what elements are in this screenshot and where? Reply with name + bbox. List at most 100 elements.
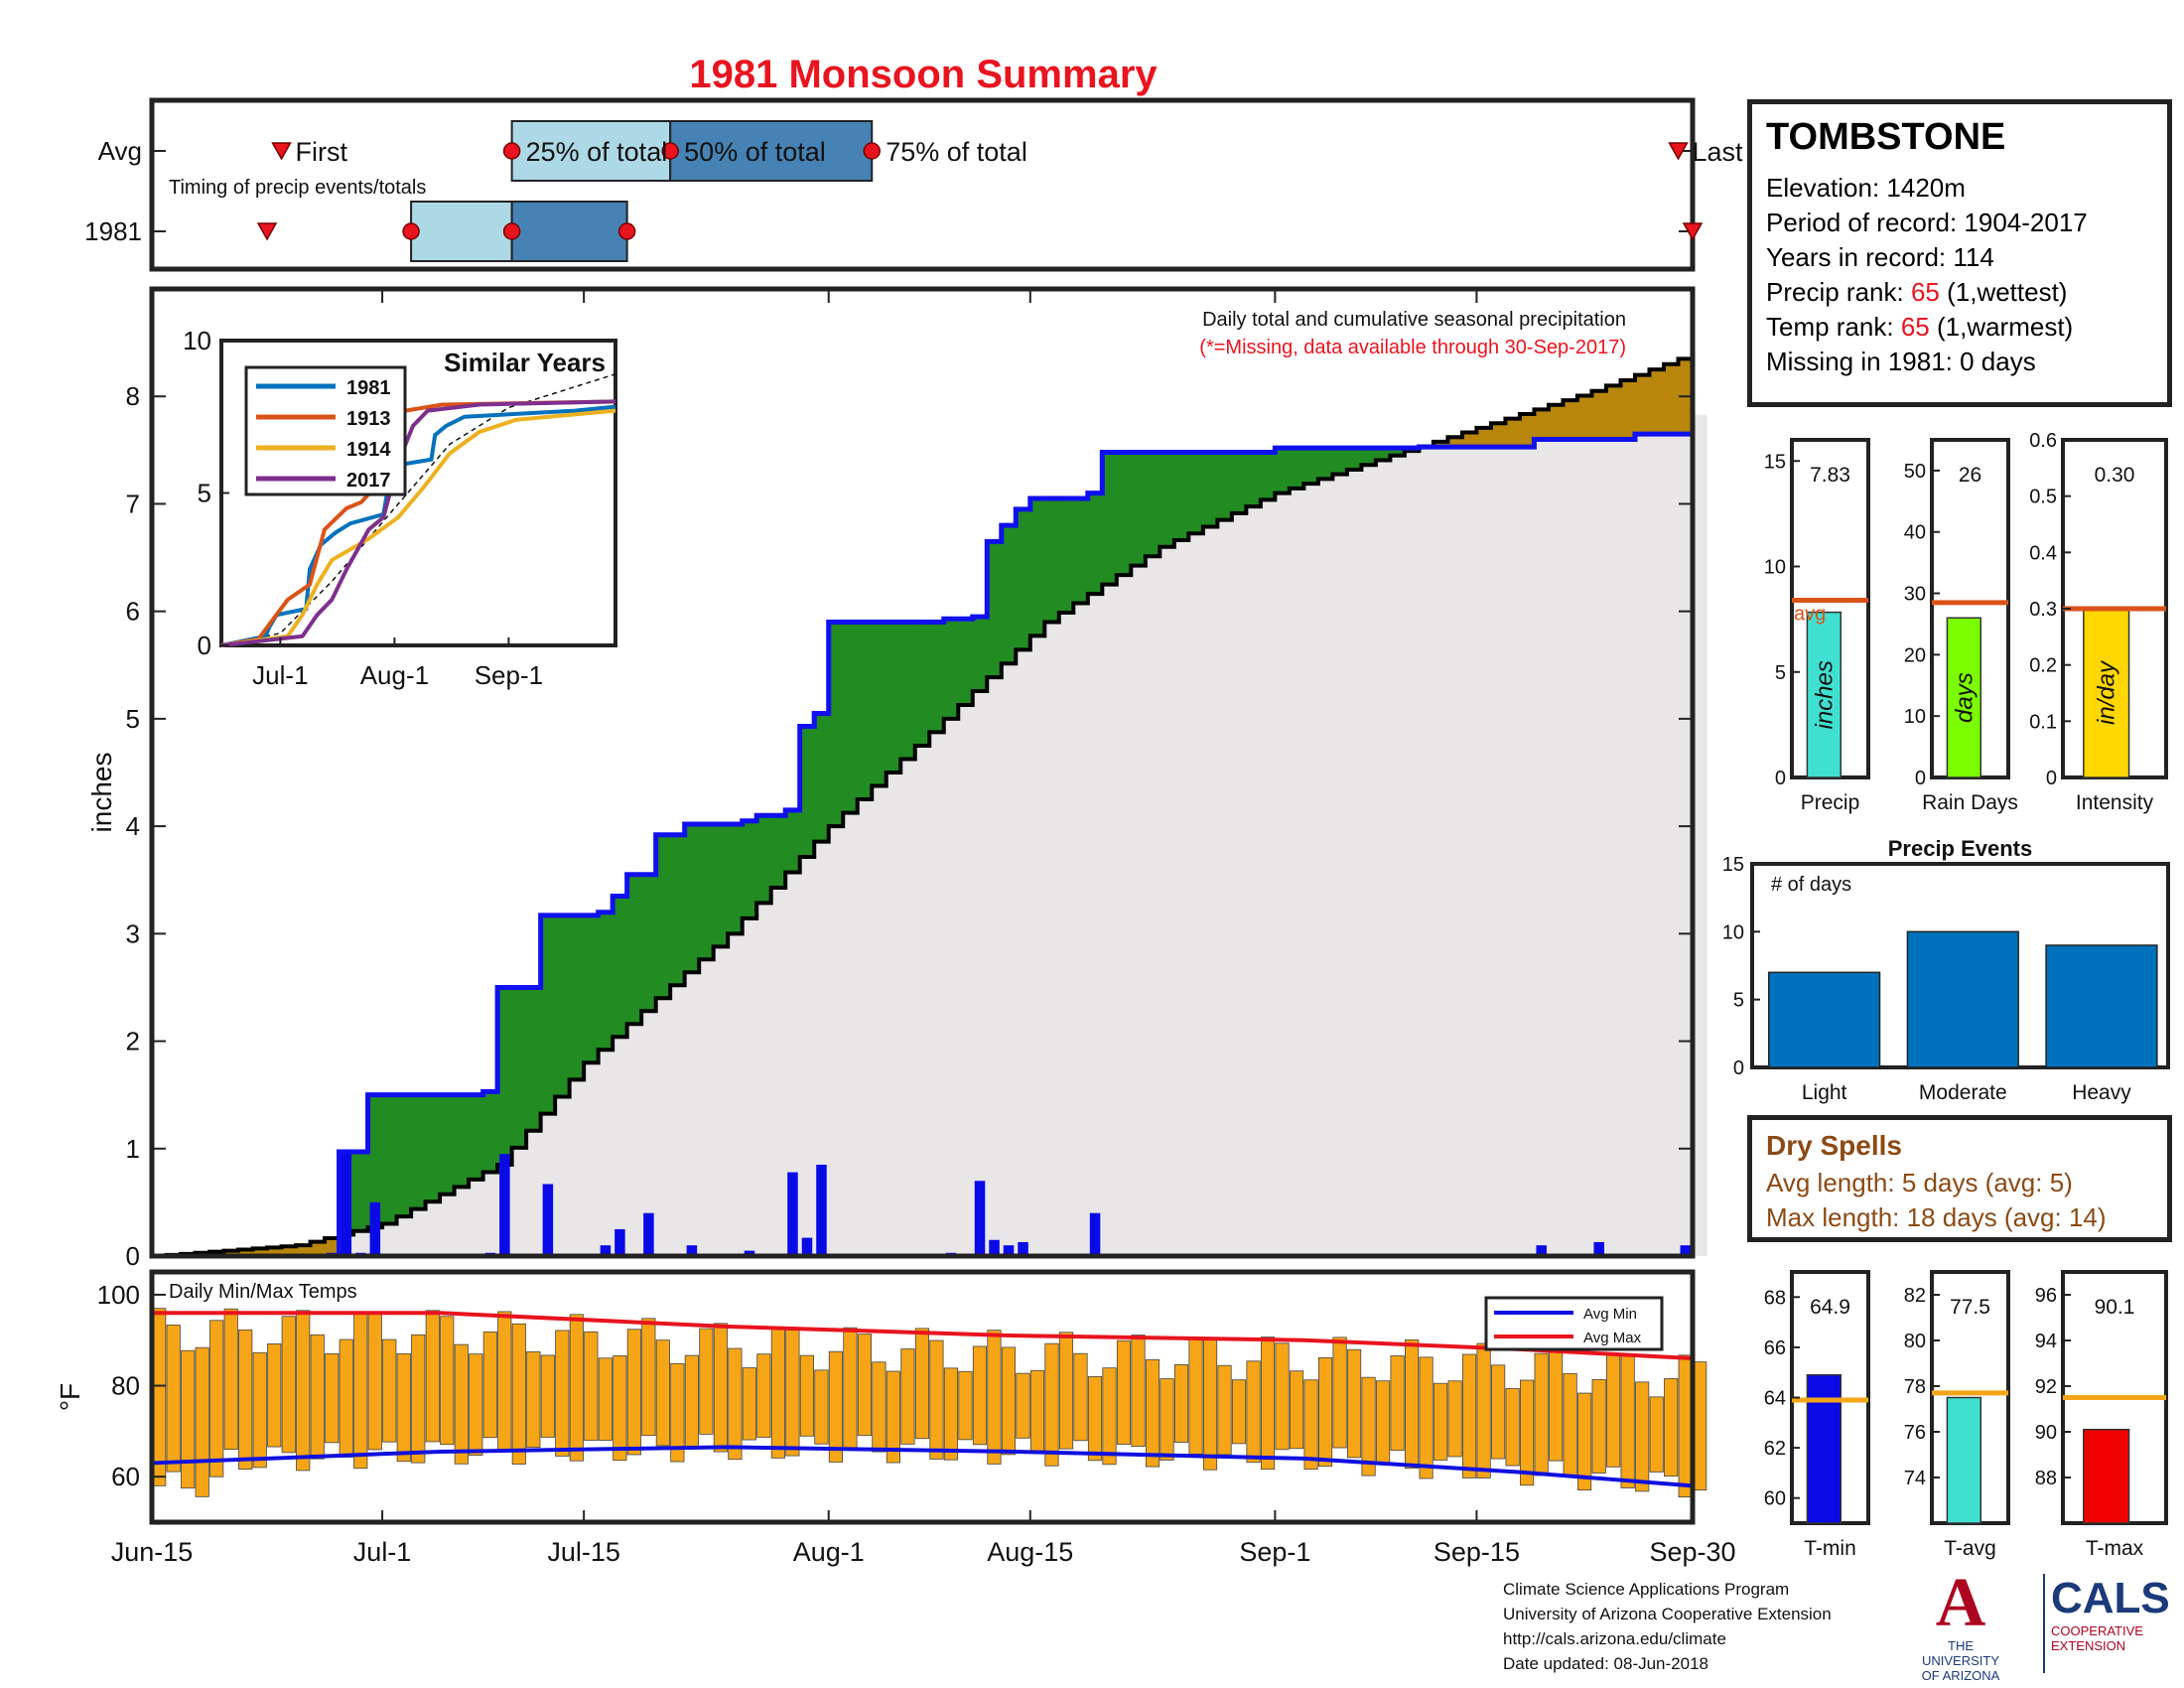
precip-total-panel-y-tick-label: 15 <box>1764 451 1786 473</box>
daily-temp-bar <box>1131 1335 1146 1447</box>
rain-days-panel-y-tick-label: 50 <box>1904 461 1926 483</box>
inset-y-tick-label: 5 <box>198 479 211 508</box>
rain-days-panel-value-label: 26 <box>1959 464 1981 487</box>
x-tick-label: Sep-15 <box>1433 1537 1520 1567</box>
events-y-tick-label: 0 <box>1733 1057 1744 1079</box>
below-average-area <box>1663 363 1679 435</box>
x-tick-label: Jul-15 <box>547 1537 620 1567</box>
daily-temp-bar <box>1102 1367 1117 1466</box>
inset-legend-label: 2017 <box>346 470 391 492</box>
precip-total-panel: 0 5 10 15 7.83 Precip inches avg <box>1764 438 1870 814</box>
tmin-panel-y-tick-label: 66 <box>1764 1337 1786 1359</box>
precip-total-panel-value-label: 7.83 <box>1810 464 1850 487</box>
dry-spells-max: Max length: 18 days (avg: 14) <box>1766 1202 2107 1232</box>
rain-days-panel-label: Rain Days <box>1922 791 2018 814</box>
daily-temp-bar <box>900 1348 915 1445</box>
timing-box-50-75 <box>510 201 628 262</box>
above-average-area <box>972 617 988 692</box>
above-average-area <box>1160 452 1175 547</box>
tmin-panel-y-tick-label: 62 <box>1764 1438 1786 1460</box>
daily-temp-bar <box>469 1353 483 1456</box>
daily-temp-bar <box>482 1331 497 1439</box>
daily-temp-bar <box>353 1312 368 1470</box>
temps-panel: 60 80 100 °F Daily Min/Max Temps Avg Min Avg M… <box>55 1269 1736 1567</box>
above-average-area <box>670 834 686 986</box>
cumulative-panel: 0 1 2 3 4 5 6 7 8 inches Daily total and cumulativ… <box>86 286 1707 1271</box>
precip-total-panel-bar-text: inches <box>1811 660 1838 729</box>
above-average-area <box>728 823 744 934</box>
daily-temp-bar <box>987 1330 1002 1465</box>
tmin-panel-y-tick-label: 68 <box>1764 1287 1786 1309</box>
daily-temp-bar <box>785 1328 800 1457</box>
daily-temp-bar <box>1678 1354 1693 1498</box>
x-tick-label: Sep-1 <box>1239 1537 1310 1567</box>
daily-temp-bar <box>526 1350 541 1449</box>
above-average-area <box>872 622 887 786</box>
below-average-area <box>1461 432 1477 448</box>
intensity-panel: 0 0.1 0.2 0.3 0.4 0.5 0.6 0.30 Intensity in/day <box>2029 430 2168 814</box>
credits-line3[interactable]: http://cals.arizona.edu/climate <box>1503 1629 1726 1648</box>
above-average-area <box>987 541 1003 678</box>
daily-temp-bar <box>958 1370 973 1441</box>
daily-temp-bar <box>1375 1380 1391 1465</box>
cumulative-frame <box>149 286 1696 1259</box>
daily-precip-bar <box>1018 1241 1028 1256</box>
above-average-area <box>1116 452 1132 576</box>
daily-temp-bar <box>598 1357 613 1441</box>
daily-temp-bar <box>1462 1353 1477 1478</box>
below-average-area <box>252 1248 268 1256</box>
above-average-area <box>540 914 556 1114</box>
y-tick-label: 6 <box>126 597 140 627</box>
above-average-area <box>1231 452 1247 513</box>
y-tick-label: 0 <box>126 1241 140 1271</box>
daily-temp-bar <box>540 1354 555 1438</box>
similar-years-inset: 0 5 10 Jul-1 Aug-1 Sep-1 Similar Years 1981 1913… <box>183 326 617 690</box>
daily-temp-bar <box>655 1339 670 1447</box>
temps-y-tick-label: 100 <box>97 1280 140 1310</box>
credits-line4: Date updated: 08-Jun-2018 <box>1503 1654 1708 1673</box>
tavg-panel-y-tick-label: 76 <box>1904 1422 1926 1444</box>
daily-temp-bar <box>1419 1356 1433 1479</box>
below-average-area <box>310 1241 326 1256</box>
daily-precip-bar <box>974 1181 986 1256</box>
above-average-area <box>1246 452 1262 507</box>
tmin-panel-y-tick-label: 60 <box>1764 1488 1786 1510</box>
daily-temp-bar <box>1058 1332 1074 1450</box>
precip-total-panel-bar <box>1806 611 1843 778</box>
intensity-panel-y-tick-label: 0.6 <box>2029 430 2057 452</box>
precip-note: Daily total and cumulative seasonal prec… <box>1202 309 1626 331</box>
precip-missing-note: (*=Missing, data available through 30-Se… <box>1199 337 1626 358</box>
station-precip-rank: Precip rank: 65 (1,wettest) <box>1766 277 2068 307</box>
timing-triangle-last <box>1682 222 1704 241</box>
intensity-panel-y-tick-label: 0.5 <box>2029 487 2057 508</box>
tmax-panel-y-tick-label: 96 <box>2035 1285 2057 1307</box>
above-average-area <box>555 914 571 1097</box>
station-info-box: TOMBSTONE Elevation: 1420m Period of rec… <box>1747 99 2172 407</box>
station-years: Years in record: 114 <box>1766 242 1994 272</box>
daily-temp-bar <box>799 1354 814 1437</box>
timing-panel: Avg 1981 Timing of precip events/totals Fir… <box>84 97 1743 272</box>
timing-box-50-75 <box>669 120 874 182</box>
chart-title: 1981 Monsoon Summary <box>689 53 1158 96</box>
daily-temp-bar <box>843 1327 858 1451</box>
above-average-area <box>1390 448 1406 456</box>
daily-temp-bar <box>1620 1353 1635 1488</box>
timing-q50-label: 50% of total <box>684 137 826 167</box>
precip-events-panel: Light Moderate Heavy 0 5 10 15 Precip Events # o… <box>1722 836 2170 1104</box>
credits-line2: University of Arizona Cooperative Extens… <box>1503 1605 1832 1623</box>
credits: Climate Science Applications Program Uni… <box>1503 1577 1832 1676</box>
below-average-area <box>1476 427 1492 448</box>
x-tick-label: Jul-1 <box>353 1537 412 1567</box>
intensity-panel-y-tick-label: 0 <box>2046 768 2057 789</box>
daily-temp-bar <box>1317 1356 1333 1468</box>
above-average-area <box>929 622 945 733</box>
daily-precip-bar <box>1089 1212 1101 1256</box>
rain-days-panel: 0 10 20 30 40 50 26 Rain Days days <box>1904 438 2018 814</box>
daily-temp-bar <box>1549 1347 1564 1462</box>
above-average-area <box>1332 448 1348 475</box>
above-average-area <box>1131 452 1147 566</box>
inset-legend-label: 1981 <box>346 377 391 399</box>
daily-temp-bar <box>1505 1387 1520 1467</box>
events-y-tick-label: 15 <box>1722 854 1744 876</box>
daily-temp-bar <box>1044 1342 1059 1467</box>
